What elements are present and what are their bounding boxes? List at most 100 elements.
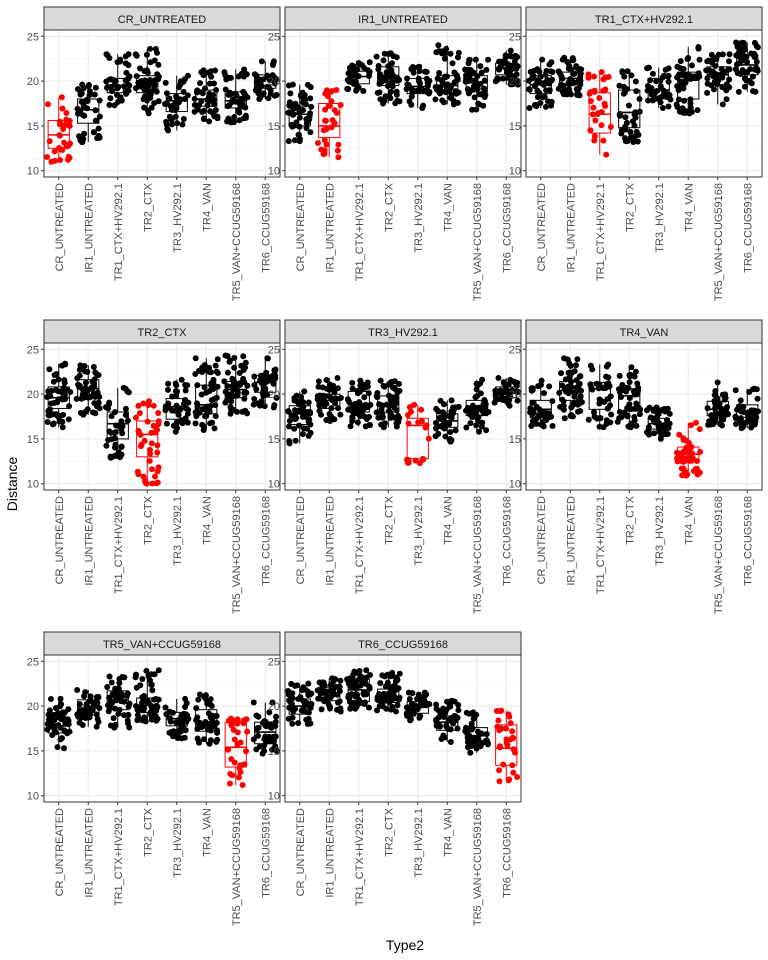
- data-point: [337, 677, 344, 684]
- data-point: [474, 73, 481, 80]
- data-point: [335, 405, 342, 412]
- data-point: [717, 421, 724, 428]
- data-point: [740, 403, 747, 410]
- data-point: [169, 709, 176, 716]
- data-point: [601, 100, 608, 107]
- data-point: [294, 398, 301, 405]
- panel-border: [284, 654, 522, 803]
- box-group: [491, 374, 521, 409]
- data-point: [735, 88, 742, 95]
- box-group: [44, 94, 74, 165]
- data-point: [667, 96, 674, 103]
- data-point: [108, 679, 115, 686]
- data-point: [66, 403, 73, 410]
- data-point: [420, 102, 427, 109]
- data-point: [577, 70, 584, 77]
- data-point: [711, 73, 718, 80]
- facet-title: TR2_CTX: [138, 327, 188, 339]
- data-point: [242, 112, 249, 119]
- data-point: [464, 78, 471, 85]
- data-point: [300, 99, 307, 106]
- data-point: [616, 372, 623, 379]
- facet-panel: TR5_VAN+CCUG59168 10 15 20 25 CR_UNTREATED IR1…: [27, 631, 281, 926]
- data-point: [445, 717, 452, 724]
- data-point: [154, 442, 161, 449]
- data-point: [228, 722, 235, 729]
- data-point: [662, 90, 669, 97]
- box-group: [250, 699, 280, 757]
- box-group: [285, 81, 315, 145]
- data-point: [481, 77, 488, 84]
- data-point: [500, 761, 507, 768]
- data-point: [349, 415, 356, 422]
- data-point: [148, 702, 155, 709]
- data-point: [60, 745, 67, 752]
- data-point: [295, 720, 302, 727]
- data-point: [265, 95, 272, 102]
- data-point: [481, 396, 488, 403]
- data-point: [337, 394, 344, 401]
- data-point: [66, 122, 73, 129]
- data-point: [303, 409, 310, 416]
- data-point: [569, 413, 576, 420]
- data-point: [496, 58, 503, 65]
- data-point: [250, 736, 257, 743]
- data-point: [726, 58, 733, 65]
- data-point: [632, 110, 639, 117]
- data-point: [446, 88, 453, 95]
- box-group: [162, 695, 192, 742]
- data-point: [134, 712, 141, 719]
- data-point: [67, 140, 74, 147]
- box-group: [373, 50, 403, 107]
- facet-panel: TR6_CCUG59168 10 15 20 25 CR_UNTREATED IR1_UNT…: [268, 631, 522, 926]
- box-group: [703, 51, 733, 108]
- data-point: [448, 437, 455, 444]
- y-tick-label: 20: [509, 389, 521, 401]
- data-point: [654, 95, 661, 102]
- data-point: [395, 685, 402, 692]
- data-point: [304, 81, 311, 88]
- data-point: [335, 154, 342, 161]
- y-tick-label: 10: [268, 479, 280, 491]
- data-point: [346, 675, 353, 682]
- data-point: [90, 699, 97, 706]
- data-point: [299, 430, 306, 437]
- data-point: [109, 88, 116, 95]
- data-point: [352, 684, 359, 691]
- data-point: [174, 734, 181, 741]
- data-point: [529, 421, 536, 428]
- data-point: [562, 376, 569, 383]
- data-point: [210, 385, 217, 392]
- data-point: [49, 732, 56, 739]
- data-point: [435, 42, 442, 49]
- data-point: [271, 368, 278, 375]
- data-point: [132, 414, 139, 421]
- data-point: [485, 56, 492, 63]
- data-point: [92, 117, 99, 124]
- data-point: [228, 398, 235, 405]
- data-point: [199, 368, 206, 375]
- data-point: [451, 698, 458, 705]
- data-point: [137, 65, 144, 72]
- data-point: [643, 429, 650, 436]
- data-point: [67, 388, 74, 395]
- x-tick-label: TR4_VAN: [201, 808, 213, 857]
- data-point: [442, 73, 449, 80]
- data-point: [214, 370, 221, 377]
- data-point: [57, 156, 64, 163]
- data-point: [556, 389, 563, 396]
- data-point: [555, 85, 562, 92]
- data-point: [380, 690, 387, 697]
- data-point: [453, 72, 460, 79]
- data-point: [107, 722, 114, 729]
- x-tick-label: TR3_HV292.1: [172, 183, 184, 253]
- data-point: [212, 413, 219, 420]
- data-point: [225, 746, 232, 753]
- data-point: [591, 409, 598, 416]
- data-point: [616, 82, 623, 89]
- data-point: [367, 401, 374, 408]
- data-point: [663, 417, 670, 424]
- data-point: [379, 411, 386, 418]
- data-point: [241, 395, 248, 402]
- data-point: [285, 82, 292, 89]
